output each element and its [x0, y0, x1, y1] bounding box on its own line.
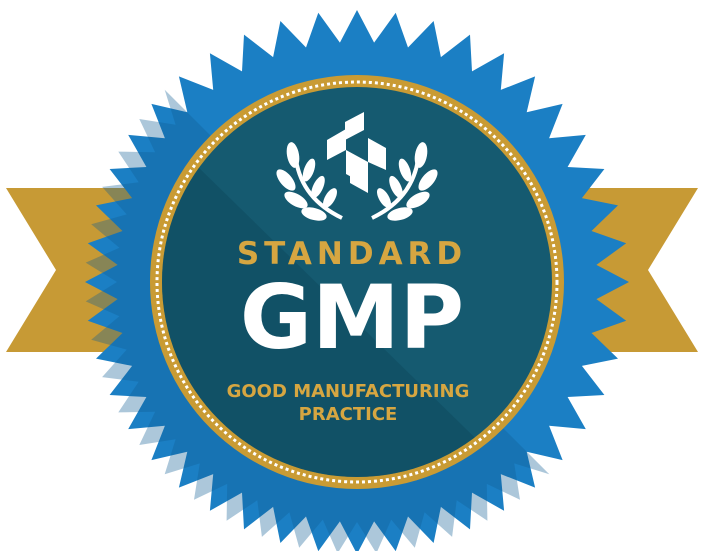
badge-title: GMP — [240, 266, 464, 369]
stitched-border — [155, 80, 559, 484]
cube-logo-icon — [327, 112, 386, 193]
badge-kicker: STANDARD — [237, 236, 467, 272]
laurel-left-icon — [276, 142, 343, 221]
badge-subtitle-line1: GOOD MANUFACTURING — [227, 381, 470, 402]
laurel-wreath-icon — [276, 142, 438, 221]
badge-subtitle-line2: PRACTICE — [299, 404, 398, 425]
laurel-right-icon — [371, 142, 438, 221]
